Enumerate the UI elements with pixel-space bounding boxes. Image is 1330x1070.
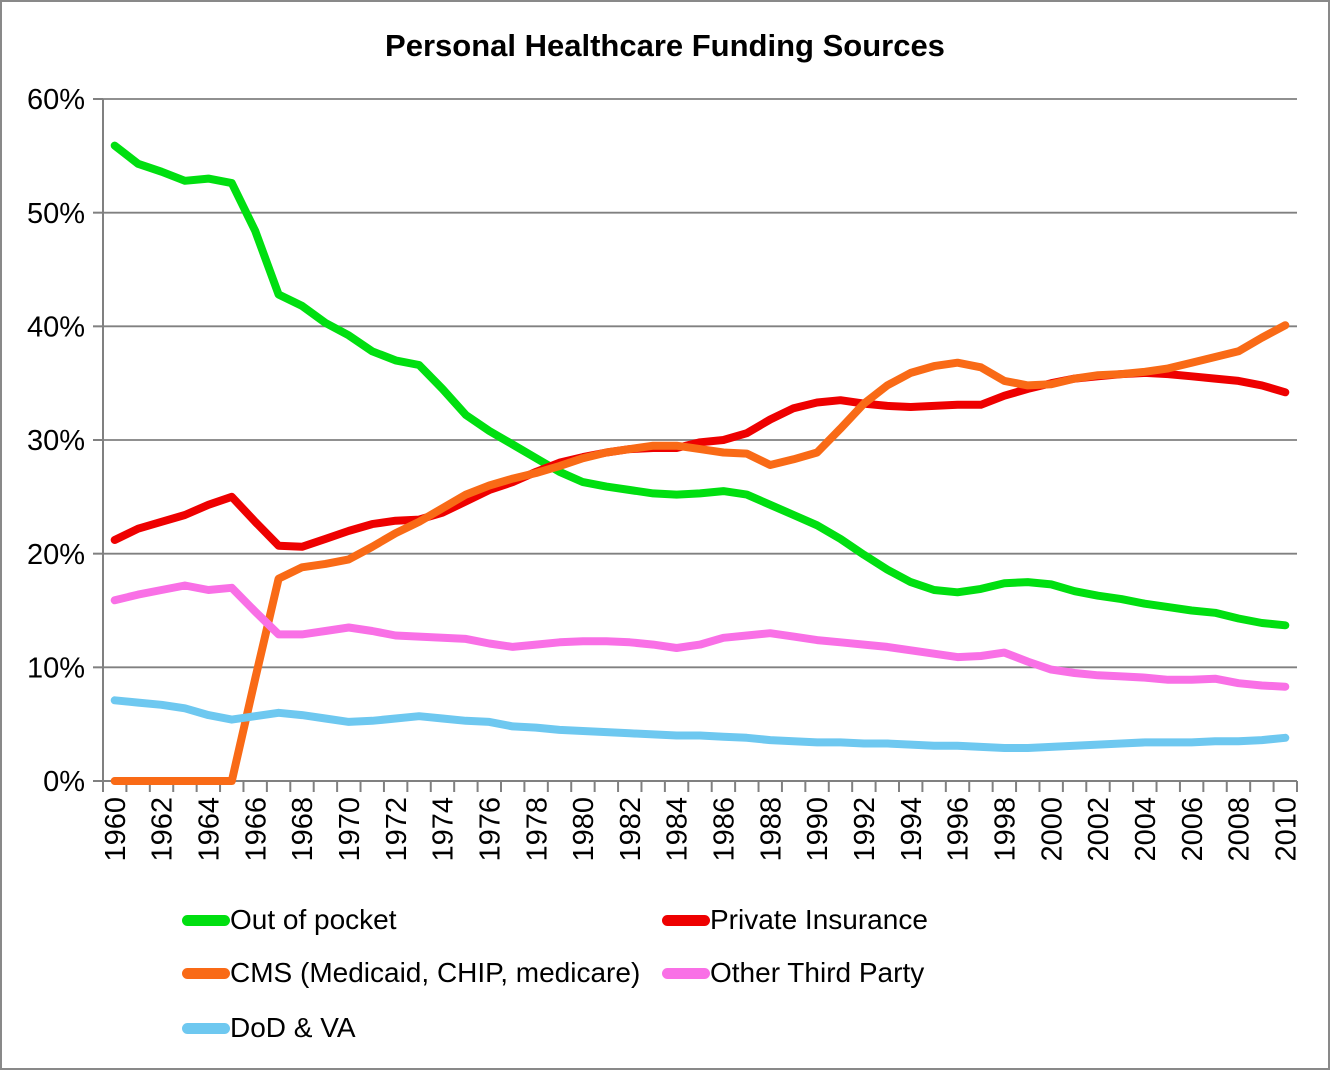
x-axis-tick-label: 1982	[615, 797, 647, 862]
x-axis-tick-label: 2006	[1177, 797, 1209, 862]
x-axis-tick-label: 2010	[1270, 797, 1302, 862]
x-axis-tick-label: 1968	[287, 797, 319, 862]
x-axis-tick-label: 2008	[1224, 797, 1256, 862]
x-axis-tick-label: 1970	[334, 797, 366, 862]
y-axis-tick-label: 0%	[43, 766, 85, 798]
series-line-private-insurance	[110, 368, 1290, 551]
x-axis-tick-label: 1998	[990, 797, 1022, 862]
x-axis-tick-label: 2000	[1036, 797, 1068, 862]
series-line-dod-va	[110, 696, 1290, 752]
x-axis-tick-label: 1980	[568, 797, 600, 862]
y-axis-tick-label: 10%	[27, 652, 85, 684]
x-axis-tick-label: 1962	[147, 797, 179, 862]
x-axis-tick-label: 1976	[474, 797, 506, 862]
y-axis-tick-label: 40%	[27, 311, 85, 343]
x-axis-tick-label: 1996	[943, 797, 975, 862]
x-axis-tick-label: 2002	[1083, 797, 1115, 862]
x-axis-tick-label: 1964	[194, 797, 226, 862]
x-axis-tick-label: 2004	[1130, 797, 1162, 862]
x-axis-tick-label: 1960	[100, 797, 132, 862]
y-axis-tick-label: 50%	[27, 198, 85, 230]
x-axis-tick-label: 1994	[896, 797, 928, 862]
x-axis-tick-label: 1974	[428, 797, 460, 862]
x-axis-tick-label: 1988	[755, 797, 787, 862]
x-axis-tick-label: 1990	[802, 797, 834, 862]
series-line-cms-medicaid-chip-medicare	[110, 321, 1290, 785]
y-axis-tick-label: 30%	[27, 425, 85, 457]
x-axis-tick-label: 1984	[662, 797, 694, 862]
x-axis-tick-label: 1966	[240, 797, 272, 862]
y-axis-tick-label: 20%	[27, 539, 85, 571]
x-axis-tick-label: 1972	[381, 797, 413, 862]
series-line-out-of-pocket	[110, 141, 1290, 630]
y-axis-tick-label: 60%	[27, 84, 85, 116]
x-axis-tick-label: 1986	[709, 797, 741, 862]
x-axis-tick-label: 1978	[521, 797, 553, 862]
x-axis-tick-label: 1992	[849, 797, 881, 862]
series-line-other-third-party	[110, 581, 1290, 691]
chart-title: Personal Healthcare Funding Sources	[385, 28, 945, 63]
